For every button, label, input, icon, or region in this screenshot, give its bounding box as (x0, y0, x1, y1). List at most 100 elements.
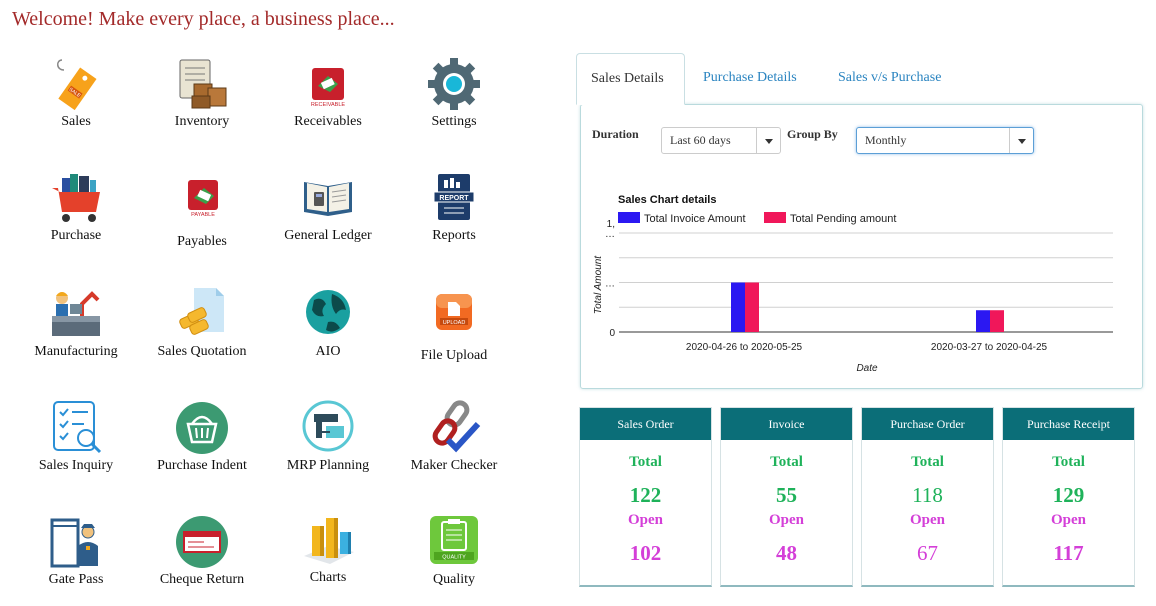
sales-chart: Sales Chart details Total Invoice Amount… (593, 194, 1113, 374)
sales-tag-icon: SALE (57, 59, 97, 111)
svg-text:RECEIVABLE: RECEIVABLE (311, 102, 345, 108)
open-value: 102 (629, 541, 662, 565)
chevron-down-icon (756, 128, 780, 153)
total-label: Total (770, 454, 803, 470)
module-sales[interactable]: SALE Sales (14, 56, 138, 130)
y-tick-label: … (605, 229, 615, 240)
bar-pending-0[interactable] (745, 282, 759, 333)
inquiry-checklist-icon (53, 401, 102, 454)
legend-label-invoice[interactable]: Total Invoice Amount (644, 213, 746, 225)
y-tick-label: 1, (607, 219, 615, 230)
open-label: Open (768, 512, 804, 528)
module-label: Sales Inquiry (38, 458, 114, 473)
stat-card-purchase-receipt[interactable]: Purchase Receipt Total 129 Open 117 (1002, 407, 1135, 587)
total-value: 122 (629, 483, 662, 507)
gear-icon (428, 58, 480, 110)
chart-gridlines (619, 232, 1113, 333)
module-label: Manufacturing (34, 344, 118, 359)
tab-sales-vs-purchase[interactable]: Sales v/s Purchase (838, 70, 942, 85)
module-charts[interactable]: Charts (266, 512, 390, 586)
legend-swatch-invoice (618, 212, 640, 223)
chevron-down-icon (1009, 128, 1033, 153)
total-value: 129 (1052, 483, 1085, 507)
gate-guard-icon (50, 518, 98, 568)
duration-select[interactable]: Last 60 days (661, 127, 781, 154)
module-inventory[interactable]: Inventory (140, 56, 264, 130)
module-label: Reports (432, 228, 476, 243)
module-sales-inquiry[interactable]: Sales Inquiry (14, 400, 138, 474)
y-tick-label: … (605, 279, 615, 290)
cheque-icon (176, 516, 228, 568)
open-value: 117 (1053, 541, 1084, 565)
globe-icon (306, 290, 350, 334)
report-icon: REPORT (433, 174, 475, 220)
module-reports[interactable]: REPORT Reports (392, 170, 516, 244)
legend-swatch-pending (764, 212, 786, 223)
open-value: 48 (776, 541, 797, 565)
bar-pending-1[interactable] (990, 310, 1004, 332)
bar-invoice-1[interactable] (976, 310, 990, 332)
module-label: Settings (431, 114, 477, 129)
svg-text:QUALITY: QUALITY (442, 555, 466, 561)
module-quality[interactable]: QUALITY Quality (392, 514, 516, 588)
tab-purchase-details[interactable]: Purchase Details (703, 70, 797, 85)
module-gate-pass[interactable]: Gate Pass (14, 514, 138, 588)
groupby-label: Group By (787, 127, 838, 141)
groupby-value: Monthly (865, 133, 907, 147)
module-aio[interactable]: AIO (266, 286, 390, 360)
shopping-cart-icon (52, 174, 100, 222)
open-label: Open (1050, 512, 1086, 528)
svg-text:UPLOAD: UPLOAD (443, 320, 466, 326)
module-label: File Upload (420, 348, 488, 363)
module-settings[interactable]: Settings (392, 56, 516, 130)
x-tick-label: 2020-04-26 to 2020-05-25 (686, 342, 803, 353)
module-purchase[interactable]: Purchase (14, 170, 138, 244)
svg-text:REPORT: REPORT (439, 195, 469, 202)
module-maker-checker[interactable]: Maker Checker (392, 400, 516, 474)
module-manufacturing[interactable]: Manufacturing (14, 286, 138, 360)
open-value: 67 (917, 541, 938, 565)
open-label: Open (627, 512, 663, 528)
chart-bars (731, 282, 1004, 333)
inventory-boxes-icon (179, 59, 227, 109)
bar-invoice-0[interactable] (731, 282, 745, 333)
module-label: Receivables (294, 114, 362, 129)
groupby-select[interactable]: Monthly (856, 127, 1034, 154)
y-axis-title: Total Amount (593, 255, 604, 314)
legend-label-pending[interactable]: Total Pending amount (790, 213, 896, 225)
chain-check-icon (432, 400, 481, 453)
module-sales-quotation[interactable]: Sales Quotation (140, 286, 264, 360)
module-mrp-planning[interactable]: MRP Planning (266, 400, 390, 474)
chart-title: Sales Chart details (618, 194, 716, 206)
y-tick-label: 0 (609, 328, 615, 339)
module-label: Maker Checker (410, 458, 498, 473)
stat-card-purchase-order[interactable]: Purchase Order Total 118 Open 67 (861, 407, 994, 587)
welcome-banner: Welcome! Make every place, a business pl… (12, 8, 395, 30)
stat-card-invoice[interactable]: Invoice Total 55 Open 48 (720, 407, 853, 587)
x-axis-title: Date (856, 363, 878, 374)
stat-card-sales-order[interactable]: Sales Order Total 122 Open 102 (579, 407, 712, 587)
module-label: Purchase (50, 228, 102, 243)
quality-clipboard-icon: QUALITY (430, 516, 478, 564)
module-purchase-indent[interactable]: Purchase Indent (140, 400, 264, 474)
module-label: Quality (433, 572, 475, 587)
module-cheque-return[interactable]: Cheque Return (140, 514, 264, 588)
module-label: Sales Quotation (157, 344, 247, 359)
svg-text:PAYABLE: PAYABLE (191, 212, 215, 218)
module-general-ledger[interactable]: General Ledger (266, 170, 390, 244)
module-label: Charts (309, 570, 347, 585)
x-tick-label: 2020-03-27 to 2020-04-25 (931, 342, 1048, 353)
module-label: Cheque Return (159, 572, 245, 587)
module-label: Payables (177, 234, 227, 249)
module-label: Inventory (174, 114, 230, 129)
open-label: Open (909, 512, 945, 528)
receivable-icon: RECEIVABLE (311, 68, 345, 108)
card-title: Invoice (721, 408, 852, 440)
tab-sales-details[interactable]: Sales Details (576, 53, 685, 105)
duration-value: Last 60 days (670, 133, 731, 147)
module-file-upload[interactable]: UPLOAD File Upload (392, 290, 516, 364)
module-payables[interactable]: PAYABLE Payables (140, 176, 264, 250)
module-label: MRP Planning (286, 458, 370, 473)
module-receivables[interactable]: RECEIVABLE Receivables (266, 56, 390, 130)
total-value: 118 (912, 483, 943, 507)
